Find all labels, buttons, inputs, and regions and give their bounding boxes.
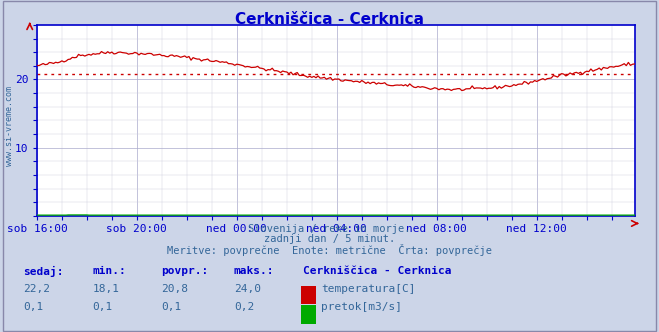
Text: 24,0: 24,0 [234, 284, 261, 294]
Text: Meritve: povprečne  Enote: metrične  Črta: povprečje: Meritve: povprečne Enote: metrične Črta:… [167, 244, 492, 256]
Text: www.si-vreme.com: www.si-vreme.com [5, 86, 14, 166]
Text: sedaj:: sedaj: [23, 266, 63, 277]
Text: 0,1: 0,1 [161, 302, 182, 312]
Text: Cerkniščica - Cerknica: Cerkniščica - Cerknica [303, 266, 451, 276]
Text: 22,2: 22,2 [23, 284, 50, 294]
Text: 18,1: 18,1 [92, 284, 119, 294]
Text: min.:: min.: [92, 266, 126, 276]
Text: 0,1: 0,1 [92, 302, 113, 312]
Text: pretok[m3/s]: pretok[m3/s] [321, 302, 402, 312]
Text: 20,8: 20,8 [161, 284, 188, 294]
Text: zadnji dan / 5 minut.: zadnji dan / 5 minut. [264, 234, 395, 244]
Text: temperatura[C]: temperatura[C] [321, 284, 415, 294]
Text: maks.:: maks.: [234, 266, 274, 276]
Text: 0,1: 0,1 [23, 302, 43, 312]
Text: 0,2: 0,2 [234, 302, 254, 312]
Text: povpr.:: povpr.: [161, 266, 209, 276]
Text: Cerkniščica - Cerknica: Cerkniščica - Cerknica [235, 12, 424, 27]
Text: Slovenija / reke in morje.: Slovenija / reke in morje. [248, 224, 411, 234]
